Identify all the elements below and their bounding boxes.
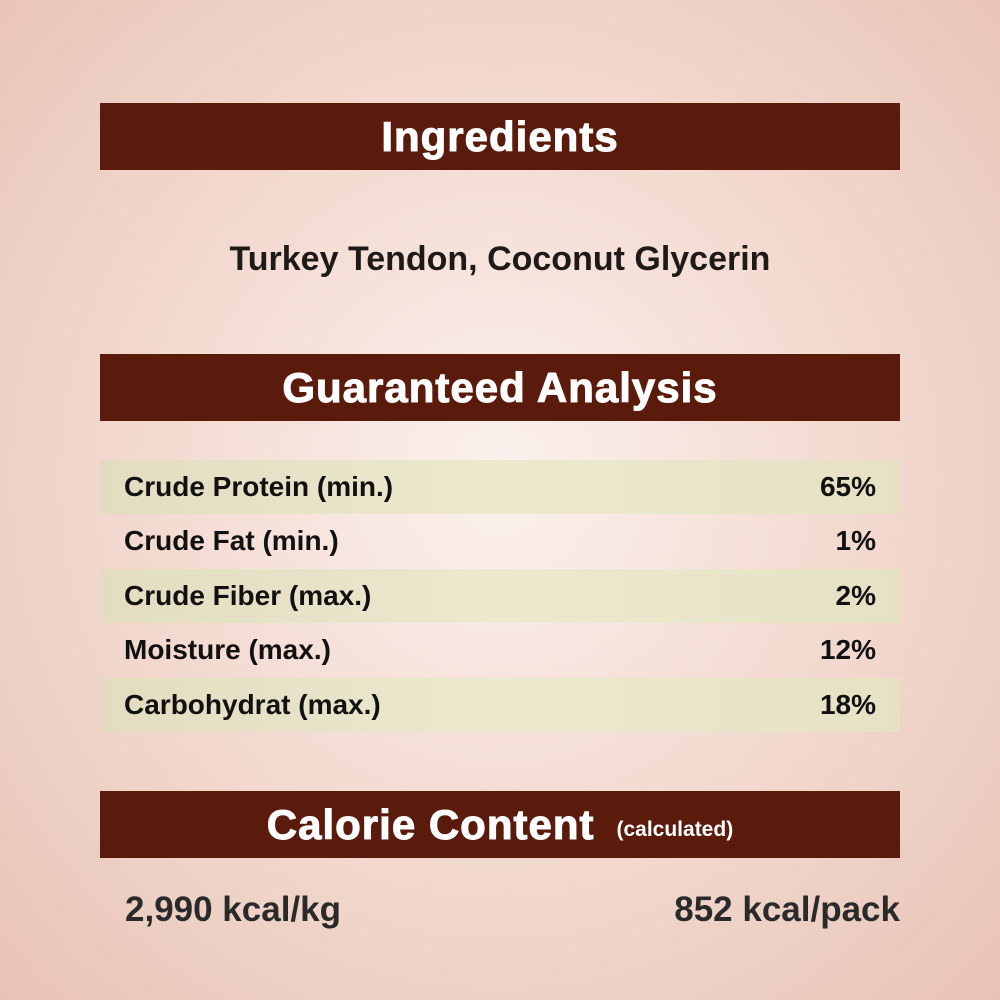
analysis-header: Guaranteed Analysis	[100, 354, 900, 421]
analysis-row: Crude Fat (min.) 1%	[100, 514, 900, 568]
row-value: 1%	[835, 525, 876, 556]
analysis-row: Crude Protein (min.) 65%	[100, 460, 900, 514]
row-label: Carbohydrat (max.)	[124, 689, 381, 720]
row-label: Crude Fiber (max.)	[124, 580, 372, 611]
ingredients-header: Ingredients	[100, 103, 900, 170]
row-label: Crude Protein (min.)	[124, 471, 394, 502]
row-label: Moisture (max.)	[124, 634, 331, 665]
calorie-title: Calorie Content	[266, 800, 595, 848]
row-value: 65%	[819, 471, 876, 502]
row-label: Crude Fat (min.)	[124, 525, 339, 556]
row-value: 2%	[835, 580, 876, 611]
ingredients-title: Ingredients	[381, 112, 619, 160]
calorie-header: Calorie Content (calculated)	[100, 791, 900, 858]
row-value: 18%	[819, 689, 876, 720]
analysis-row: Crude Fiber (max.) 2%	[100, 569, 900, 623]
ingredients-text: Turkey Tendon, Coconut Glycerin	[229, 240, 771, 278]
row-value: 12%	[819, 634, 876, 665]
analysis-title: Guaranteed Analysis	[282, 363, 718, 411]
calorie-per-kg: 2,990 kcal/kg	[125, 890, 341, 929]
analysis-row: Moisture (max.) 12%	[100, 623, 900, 677]
analysis-row: Carbohydrat (max.) 18%	[100, 678, 900, 732]
calorie-per-pack: 852 kcal/pack	[674, 890, 900, 929]
calorie-note: (calculated)	[616, 817, 734, 841]
